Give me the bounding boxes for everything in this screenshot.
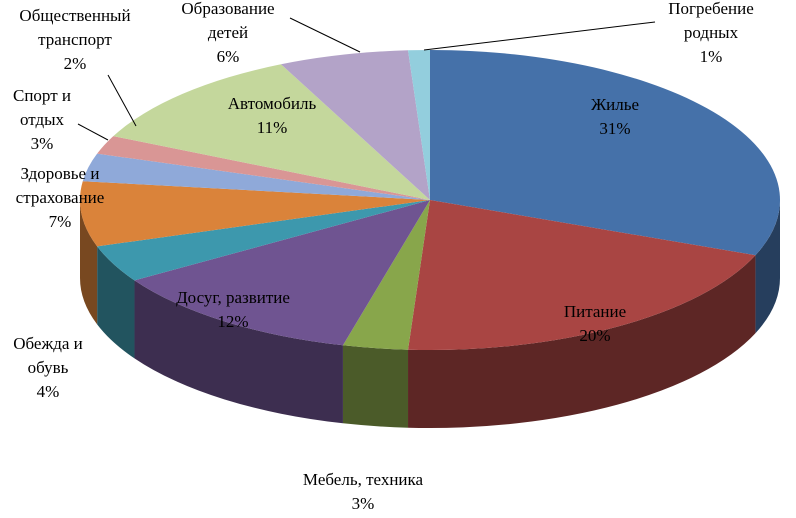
slice: [97, 200, 430, 281]
category-label: Погребение родных: [668, 0, 754, 42]
slice: [79, 181, 430, 247]
value-label: 1%: [700, 47, 723, 66]
value-label: 11%: [257, 118, 288, 137]
value-label: 7%: [49, 212, 72, 231]
value-label: 3%: [352, 494, 375, 513]
slice: [134, 200, 430, 346]
slice-side: [134, 280, 343, 424]
slice: [408, 50, 430, 200]
slice-side: [342, 345, 409, 428]
labels: Жилье 31% Питание 20% Мебель, техника 3% Досуг…: [13, 0, 754, 513]
value-label: 6%: [217, 47, 240, 66]
category-label: Образование детей: [181, 0, 274, 42]
category-label: Обежда и обувь: [13, 334, 83, 377]
slice: [97, 136, 430, 200]
category-label: Питание: [564, 302, 626, 321]
category-label: Жилье: [591, 95, 639, 114]
category-label: Спорт и отдых: [13, 86, 71, 129]
leader-lines: [77, 17, 656, 141]
leader-line: [289, 17, 361, 53]
slice: [342, 200, 430, 350]
category-label: Здоровье и страхование: [16, 164, 105, 207]
leader-line: [107, 74, 137, 127]
slice-side: [755, 200, 780, 334]
category-label: Досуг, развитие: [176, 288, 290, 307]
value-label: 2%: [64, 54, 87, 73]
value-label: 4%: [37, 382, 60, 401]
pie-sides: [80, 200, 780, 428]
leader-line: [77, 123, 109, 141]
slice-side: [97, 246, 135, 359]
value-label: 31%: [599, 119, 630, 138]
value-label: 12%: [217, 312, 248, 331]
category-label: Автомобиль: [228, 94, 317, 113]
slice: [113, 64, 430, 200]
leader-line: [423, 21, 656, 51]
value-label: 20%: [579, 326, 610, 345]
slice-side: [80, 200, 98, 325]
slice: [430, 50, 780, 256]
category-label: Общественный транспорт: [19, 6, 130, 49]
category-label: Мебель, техника: [303, 470, 424, 489]
value-label: 3%: [31, 134, 54, 153]
slice-side: [408, 255, 756, 428]
pie: [79, 50, 780, 428]
slice: [82, 153, 430, 200]
slice: [280, 50, 430, 200]
slice: [408, 200, 756, 350]
